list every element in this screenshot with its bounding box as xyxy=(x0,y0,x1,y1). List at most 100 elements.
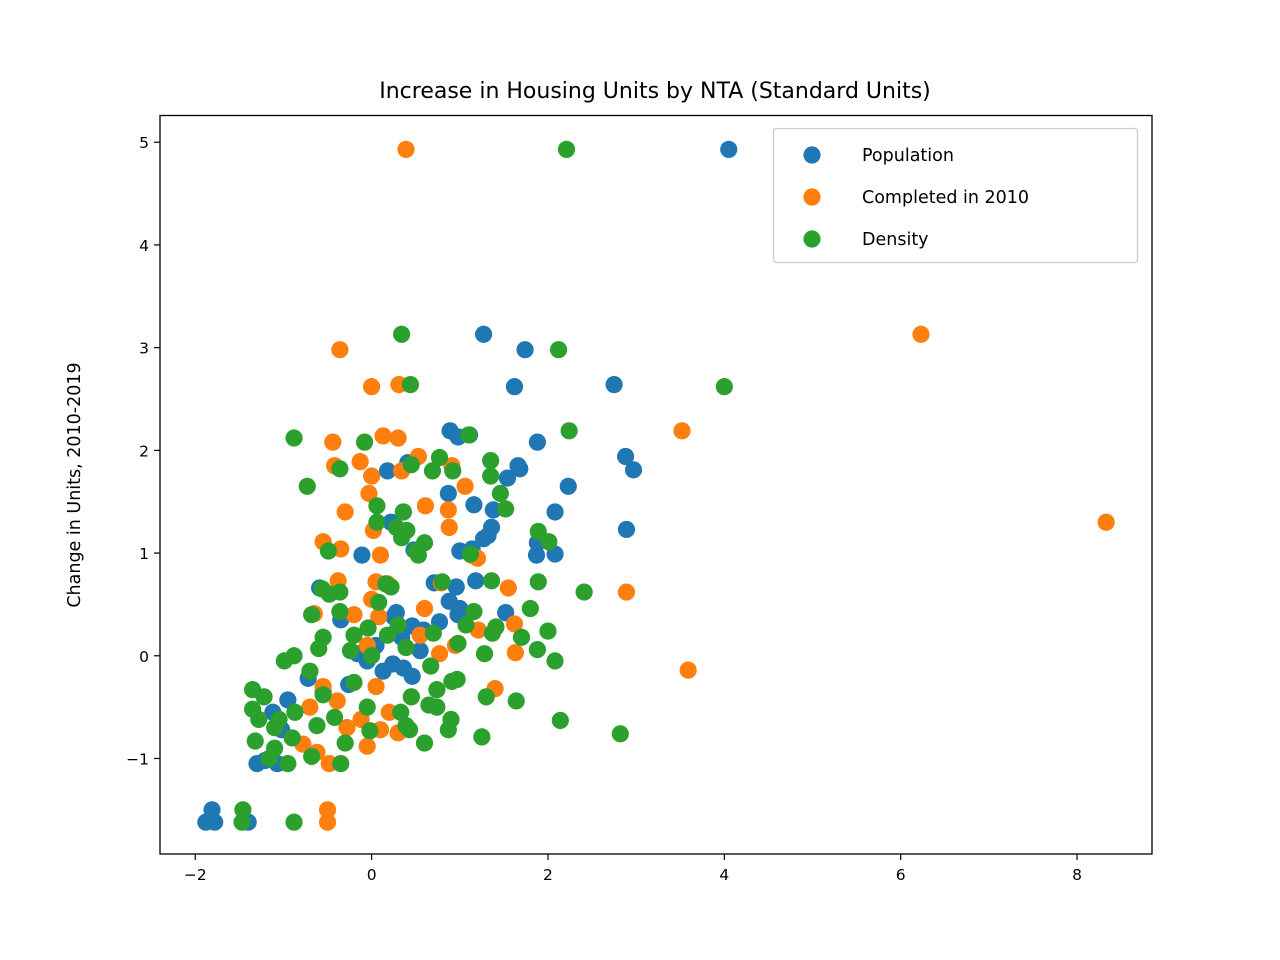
point-series1-2 xyxy=(331,341,349,359)
point-series2-106 xyxy=(266,719,284,737)
point-series2-64 xyxy=(363,647,381,665)
point-series2-58 xyxy=(310,639,328,658)
point-series1-5 xyxy=(673,422,691,440)
point-series1-33 xyxy=(617,583,636,601)
point-series2-75 xyxy=(314,686,332,704)
legend-marker-2 xyxy=(803,230,821,248)
point-series2-21 xyxy=(368,513,386,531)
point-series2-101 xyxy=(332,755,350,773)
point-series2-43 xyxy=(465,603,483,621)
point-series1-49 xyxy=(328,692,346,710)
point-series0-21 xyxy=(546,503,564,521)
point-series2-31 xyxy=(461,545,479,563)
point-series2-90 xyxy=(361,722,379,740)
point-series2-14 xyxy=(482,467,500,485)
point-series2-78 xyxy=(392,703,410,721)
points-layer xyxy=(197,140,1115,831)
point-series2-42 xyxy=(331,603,349,621)
point-series2-20 xyxy=(497,500,515,518)
point-series2-12 xyxy=(430,448,449,467)
point-series0-28 xyxy=(527,546,546,564)
point-series2-88 xyxy=(400,721,419,739)
point-series0-26 xyxy=(475,530,493,548)
point-series2-44 xyxy=(521,599,539,618)
legend-label-0: Population xyxy=(862,146,954,166)
point-series1-3 xyxy=(363,378,381,396)
point-series1-37 xyxy=(370,608,388,626)
point-series1-6 xyxy=(374,427,392,445)
legend-label-1: Completed in 2010 xyxy=(862,188,1029,208)
point-series2-63 xyxy=(285,647,303,665)
point-series2-93 xyxy=(246,732,264,750)
point-series0-24 xyxy=(617,520,636,539)
point-series1-38 xyxy=(345,606,363,624)
point-series2-3 xyxy=(401,376,420,394)
point-series0-37 xyxy=(447,578,465,596)
point-series1-40 xyxy=(505,615,524,633)
point-series2-73 xyxy=(255,688,273,706)
point-series2-81 xyxy=(286,703,304,721)
point-series2-87 xyxy=(308,717,326,735)
x-tick-label: 6 xyxy=(896,866,906,884)
point-series2-28 xyxy=(319,542,338,560)
point-series1-16 xyxy=(360,484,378,503)
point-series2-72 xyxy=(507,692,525,710)
point-series0-4 xyxy=(605,376,623,394)
point-series2-100 xyxy=(279,755,297,773)
point-series2-48 xyxy=(424,624,442,642)
point-series2-37 xyxy=(433,573,451,591)
legend-marker-1 xyxy=(803,188,821,206)
point-series2-47 xyxy=(539,622,557,640)
point-series2-6 xyxy=(355,433,374,451)
point-series2-1 xyxy=(393,325,411,343)
point-series2-98 xyxy=(303,747,321,766)
y-axis-label: Change in Units, 2010-2019 xyxy=(65,362,85,607)
point-series2-54 xyxy=(449,634,467,653)
point-series2-17 xyxy=(298,477,316,495)
point-series1-25 xyxy=(371,546,390,564)
point-series0-53 xyxy=(374,662,392,680)
point-series2-68 xyxy=(345,673,363,692)
point-series0-33 xyxy=(353,546,371,564)
point-series1-17 xyxy=(336,503,354,521)
point-series0-65 xyxy=(206,813,224,831)
plot-area xyxy=(159,114,1153,855)
y-tick-label: 3 xyxy=(139,340,149,358)
point-series1-20 xyxy=(440,518,458,536)
x-axis: −2 0 2 4 6 8 xyxy=(184,854,1082,884)
point-series0-17 xyxy=(439,484,457,503)
point-series2-70 xyxy=(428,681,446,699)
point-series2-96 xyxy=(336,734,354,752)
point-series2-41 xyxy=(303,606,321,624)
legend: Population Completed in 2010 Density xyxy=(772,127,1139,264)
point-series1-0 xyxy=(397,140,415,158)
point-series2-40 xyxy=(575,583,593,601)
point-series1-60 xyxy=(338,719,356,737)
point-series1-44 xyxy=(506,644,524,662)
point-series2-51 xyxy=(359,619,377,637)
point-series2-109 xyxy=(320,585,338,603)
point-series1-1 xyxy=(912,325,930,343)
point-series2-61 xyxy=(422,657,440,675)
point-series1-47 xyxy=(367,677,385,696)
x-tick-label: 2 xyxy=(543,866,553,884)
point-series2-82 xyxy=(250,710,268,729)
point-series2-89 xyxy=(439,721,457,739)
point-series0-0 xyxy=(720,140,738,158)
point-series2-102 xyxy=(234,801,252,819)
point-series2-99 xyxy=(260,749,278,768)
point-series2-39 xyxy=(529,573,547,591)
point-series2-49 xyxy=(389,616,407,634)
point-series2-10 xyxy=(402,456,420,474)
point-series1-15 xyxy=(456,477,474,495)
point-series1-19 xyxy=(439,501,457,519)
point-series2-11 xyxy=(423,462,442,480)
point-series2-74 xyxy=(402,688,420,706)
point-series1-59 xyxy=(318,813,337,831)
axes-frame xyxy=(159,114,1153,855)
point-series2-105 xyxy=(325,708,344,726)
point-series1-18 xyxy=(416,497,435,515)
y-axis: −1 0 1 2 3 4 5 xyxy=(126,134,160,768)
point-series2-30 xyxy=(409,546,427,564)
